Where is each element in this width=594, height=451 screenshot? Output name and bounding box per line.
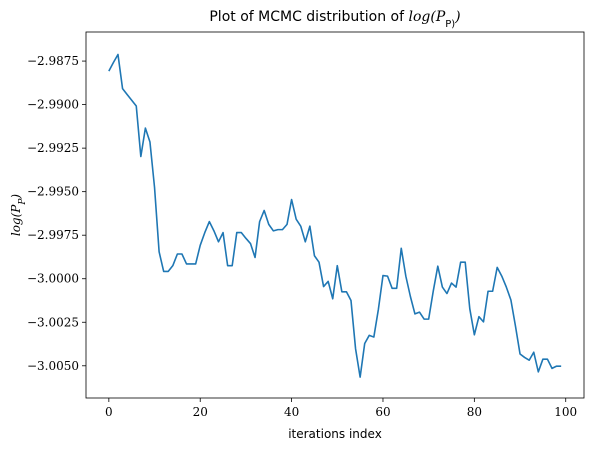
chart-title-math: log(P <box>408 9 445 25</box>
chart-title-subscript: P) <box>445 19 455 30</box>
y-tick-label: −2.9900 <box>27 98 79 112</box>
y-tick-label: −2.9875 <box>27 54 79 68</box>
y-tick-label: −3.0000 <box>27 272 79 286</box>
x-tick-label: 60 <box>375 405 390 419</box>
y-tick-label: −2.9975 <box>27 228 79 242</box>
x-tick-label: 80 <box>467 405 482 419</box>
y-axis-label: log(PP) <box>9 194 28 237</box>
axes-frame <box>85 31 585 399</box>
y-axis-ticks: −2.9875 −2.9900 −2.9925 −2.9950 −2.9975 −3.00… <box>27 54 86 373</box>
series-line <box>108 53 562 378</box>
x-tick-label: 40 <box>284 405 299 419</box>
y-tick-label: −2.9925 <box>27 141 79 155</box>
x-axis-label: iterations index <box>288 427 382 441</box>
chart-title-prefix: Plot of MCMC distribution of <box>209 9 408 25</box>
y-tick-label: −3.0025 <box>27 315 79 329</box>
y-tick-label: −2.9950 <box>27 185 79 199</box>
x-tick-label: 100 <box>554 405 577 419</box>
y-tick-label: −3.0050 <box>27 359 79 373</box>
x-axis-ticks: 0 20 40 60 80 100 <box>105 398 577 419</box>
x-tick-label: 20 <box>193 405 208 419</box>
x-tick-label: 0 <box>105 405 113 419</box>
plot-area <box>108 53 562 378</box>
chart-title: Plot of MCMC distribution of log(PP)) <box>209 9 460 30</box>
